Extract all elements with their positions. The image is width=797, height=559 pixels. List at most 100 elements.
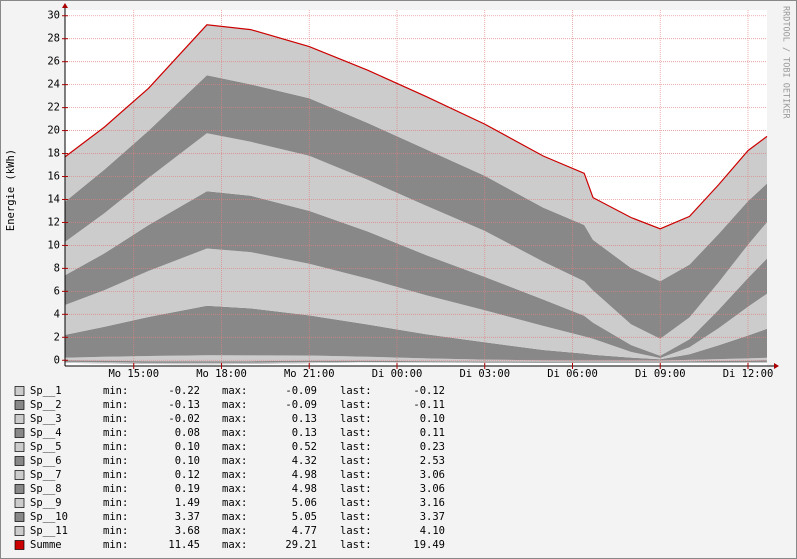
legend-stat-label: min:	[103, 497, 128, 509]
legend-stat-value: 3.37	[175, 511, 200, 523]
legend-name: Sp__5	[30, 441, 62, 453]
legend-stat-value: 3.16	[420, 497, 445, 509]
legend-stat-value: -0.12	[413, 385, 445, 397]
legend-stat-label: min:	[103, 441, 128, 453]
legend-stat-label: max:	[222, 455, 247, 467]
legend-stat-label: min:	[103, 469, 128, 481]
x-tick-label: Di 06:00	[547, 368, 598, 380]
legend-name: Sp__1	[30, 385, 62, 397]
legend-name: Sp__9	[30, 497, 62, 509]
legend-stat-value: 5.05	[292, 511, 317, 523]
legend-stat-label: min:	[103, 399, 128, 411]
legend-stat-label: max:	[222, 469, 247, 481]
legend-stat-label: max:	[222, 385, 247, 397]
y-tick-label: 26	[47, 56, 60, 68]
legend-name: Sp__7	[30, 469, 62, 481]
area	[65, 305, 767, 361]
x-axis-arrow	[774, 363, 779, 369]
legend-stat-value: 2.53	[420, 455, 445, 467]
legend-stat-label: max:	[222, 413, 247, 425]
legend-stat-label: last:	[340, 469, 372, 481]
legend-stat-value: 11.45	[168, 539, 200, 551]
y-tick-label: 12	[47, 216, 60, 228]
legend-stat-value: -0.13	[168, 399, 200, 411]
legend-stat-value: 0.11	[420, 427, 445, 439]
legend-stat-label: max:	[222, 399, 247, 411]
legend-name: Sp__3	[30, 413, 62, 425]
y-tick-label: 4	[54, 308, 60, 320]
y-tick-label: 8	[54, 262, 60, 274]
legend-stat-value: 0.19	[175, 483, 200, 495]
legend-name: Sp__4	[30, 427, 62, 439]
y-tick-label: 6	[54, 285, 60, 297]
legend-stat-label: min:	[103, 413, 128, 425]
legend-stat-label: last:	[340, 497, 372, 509]
legend-stat-value: 3.37	[420, 511, 445, 523]
legend-stat-label: min:	[103, 525, 128, 537]
legend-swatch	[14, 540, 25, 550]
x-tick-label: Mo 18:00	[196, 368, 247, 380]
legend-stat-value: 3.06	[420, 483, 445, 495]
area	[65, 361, 767, 365]
y-tick-label: 22	[47, 102, 60, 114]
legend-stat-value: -0.09	[285, 385, 317, 397]
legend-stat-label: min:	[103, 455, 128, 467]
legend-stat-value: 5.06	[292, 497, 317, 509]
legend-stat-label: last:	[340, 427, 372, 439]
legend-stat-label: min:	[103, 385, 128, 397]
legend-stat-label: max:	[222, 441, 247, 453]
legend-stat-value: 0.13	[292, 413, 317, 425]
legend-stat-value: 29.21	[285, 539, 317, 551]
legend-swatch	[14, 386, 25, 396]
legend-stat-label: min:	[103, 539, 128, 551]
legend-swatch	[14, 526, 25, 536]
legend-name: Sp__2	[30, 399, 62, 411]
legend-stat-label: last:	[340, 511, 372, 523]
area	[65, 248, 767, 360]
x-tick-label: Di 12:00	[723, 368, 774, 380]
area	[65, 24, 767, 282]
legend-stat-label: min:	[103, 427, 128, 439]
x-tick-label: Di 00:00	[372, 368, 423, 380]
x-tick-label: Di 03:00	[459, 368, 510, 380]
legend-stat-value: 4.77	[292, 525, 317, 537]
legend-name: Sp__11	[30, 525, 68, 537]
legend-stat-label: last:	[340, 539, 372, 551]
legend-stat-value: 0.10	[420, 413, 445, 425]
y-tick-label: 24	[47, 79, 60, 91]
y-axis-arrow	[62, 3, 68, 8]
legend-name: Sp__8	[30, 483, 62, 495]
y-tick-label: 0	[54, 354, 60, 366]
legend-swatch	[14, 400, 25, 410]
legend-stat-value: 0.12	[175, 469, 200, 481]
y-tick-label: 20	[47, 125, 60, 137]
legend-stat-value: 1.49	[175, 497, 200, 509]
legend-stat-value: 0.13	[292, 427, 317, 439]
legend-stat-value: 0.52	[292, 441, 317, 453]
legend-stat-label: max:	[222, 511, 247, 523]
y-tick-label: 18	[47, 148, 60, 160]
legend-swatch	[14, 470, 25, 480]
legend-stat-label: max:	[222, 483, 247, 495]
watermark: RRDTOOL / TOBI OETIKER	[781, 6, 791, 119]
y-axis-label: Energie (kWh)	[5, 149, 17, 231]
legend-stat-value: -0.09	[285, 399, 317, 411]
legend-stat-label: max:	[222, 539, 247, 551]
area	[65, 191, 767, 358]
legend-stat-label: last:	[340, 483, 372, 495]
lines	[64, 24, 768, 230]
x-tick-label: Mo 21:00	[284, 368, 335, 380]
legend-stat-value: 0.08	[175, 427, 200, 439]
legend-stat-value: 0.10	[175, 455, 200, 467]
y-tick-label: 16	[47, 171, 60, 183]
x-tick-label: Di 09:00	[635, 368, 686, 380]
legend-stat-label: max:	[222, 497, 247, 509]
legend-stat-value: -0.02	[168, 413, 200, 425]
legend-stat-value: 4.32	[292, 455, 317, 467]
legend-stat-value: 4.98	[292, 483, 317, 495]
line	[64, 24, 768, 230]
area	[65, 360, 767, 363]
